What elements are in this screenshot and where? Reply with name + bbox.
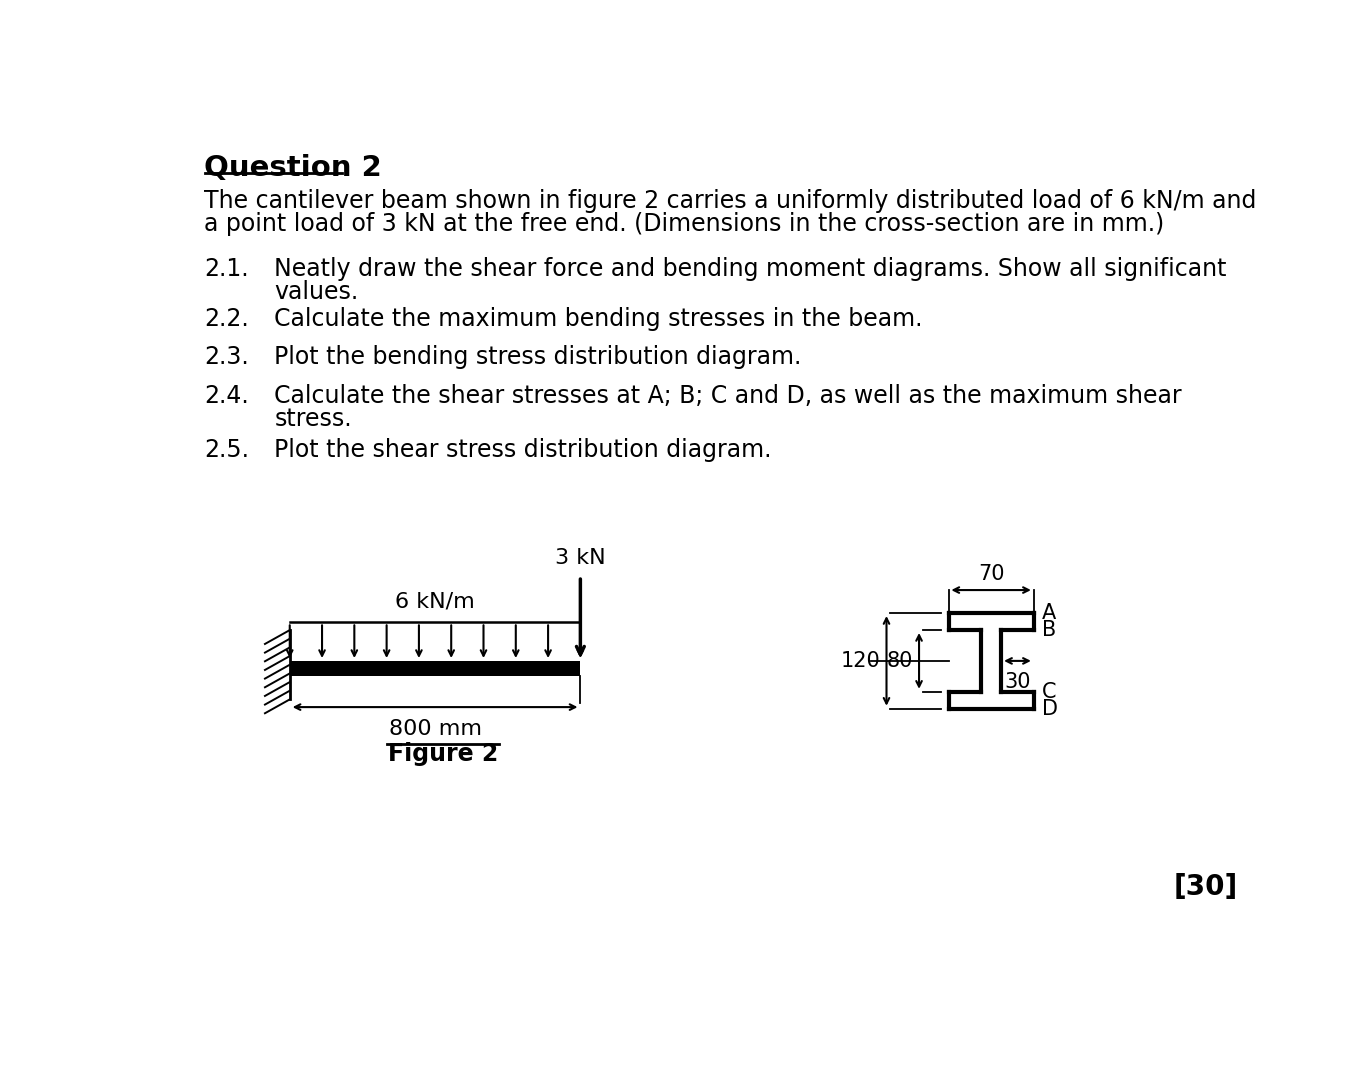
Text: A: A	[1042, 603, 1056, 623]
Text: 2.4.: 2.4.	[205, 383, 250, 408]
Text: Plot the bending stress distribution diagram.: Plot the bending stress distribution dia…	[274, 346, 802, 369]
Text: 30: 30	[1004, 672, 1031, 691]
Text: C: C	[1042, 681, 1056, 702]
Text: 6 kN/m: 6 kN/m	[395, 592, 475, 611]
Text: 2.1.: 2.1.	[205, 257, 250, 281]
Text: Calculate the maximum bending stresses in the beam.: Calculate the maximum bending stresses i…	[274, 307, 923, 330]
Text: 3 kN: 3 kN	[555, 549, 605, 568]
Text: Calculate the shear stresses at A; B; C and D, as well as the maximum shear: Calculate the shear stresses at A; B; C …	[274, 383, 1182, 408]
Text: 80: 80	[886, 651, 913, 671]
Bar	[290, 661, 581, 676]
Text: 120: 120	[840, 651, 881, 671]
Text: D: D	[1042, 699, 1057, 718]
Text: 70: 70	[978, 564, 1004, 584]
Text: B: B	[1042, 620, 1056, 640]
Text: Neatly draw the shear force and bending moment diagrams. Show all significant: Neatly draw the shear force and bending …	[274, 257, 1227, 281]
Text: Plot the shear stress distribution diagram.: Plot the shear stress distribution diagr…	[274, 437, 772, 461]
Text: 800 mm: 800 mm	[388, 719, 482, 740]
Text: values.: values.	[274, 280, 358, 303]
Text: 2.3.: 2.3.	[205, 346, 250, 369]
Text: a point load of 3 kN at the free end. (Dimensions in the cross-section are in mm: a point load of 3 kN at the free end. (D…	[205, 212, 1164, 237]
Text: Figure 2: Figure 2	[388, 742, 498, 766]
Text: stress.: stress.	[274, 407, 351, 431]
Text: 2.5.: 2.5.	[205, 437, 250, 461]
Text: [30]: [30]	[1174, 873, 1238, 901]
Text: The cantilever beam shown in figure 2 carries a uniformly distributed load of 6 : The cantilever beam shown in figure 2 ca…	[205, 189, 1257, 213]
Text: Question 2: Question 2	[205, 154, 383, 183]
Text: 2.2.: 2.2.	[205, 307, 250, 330]
